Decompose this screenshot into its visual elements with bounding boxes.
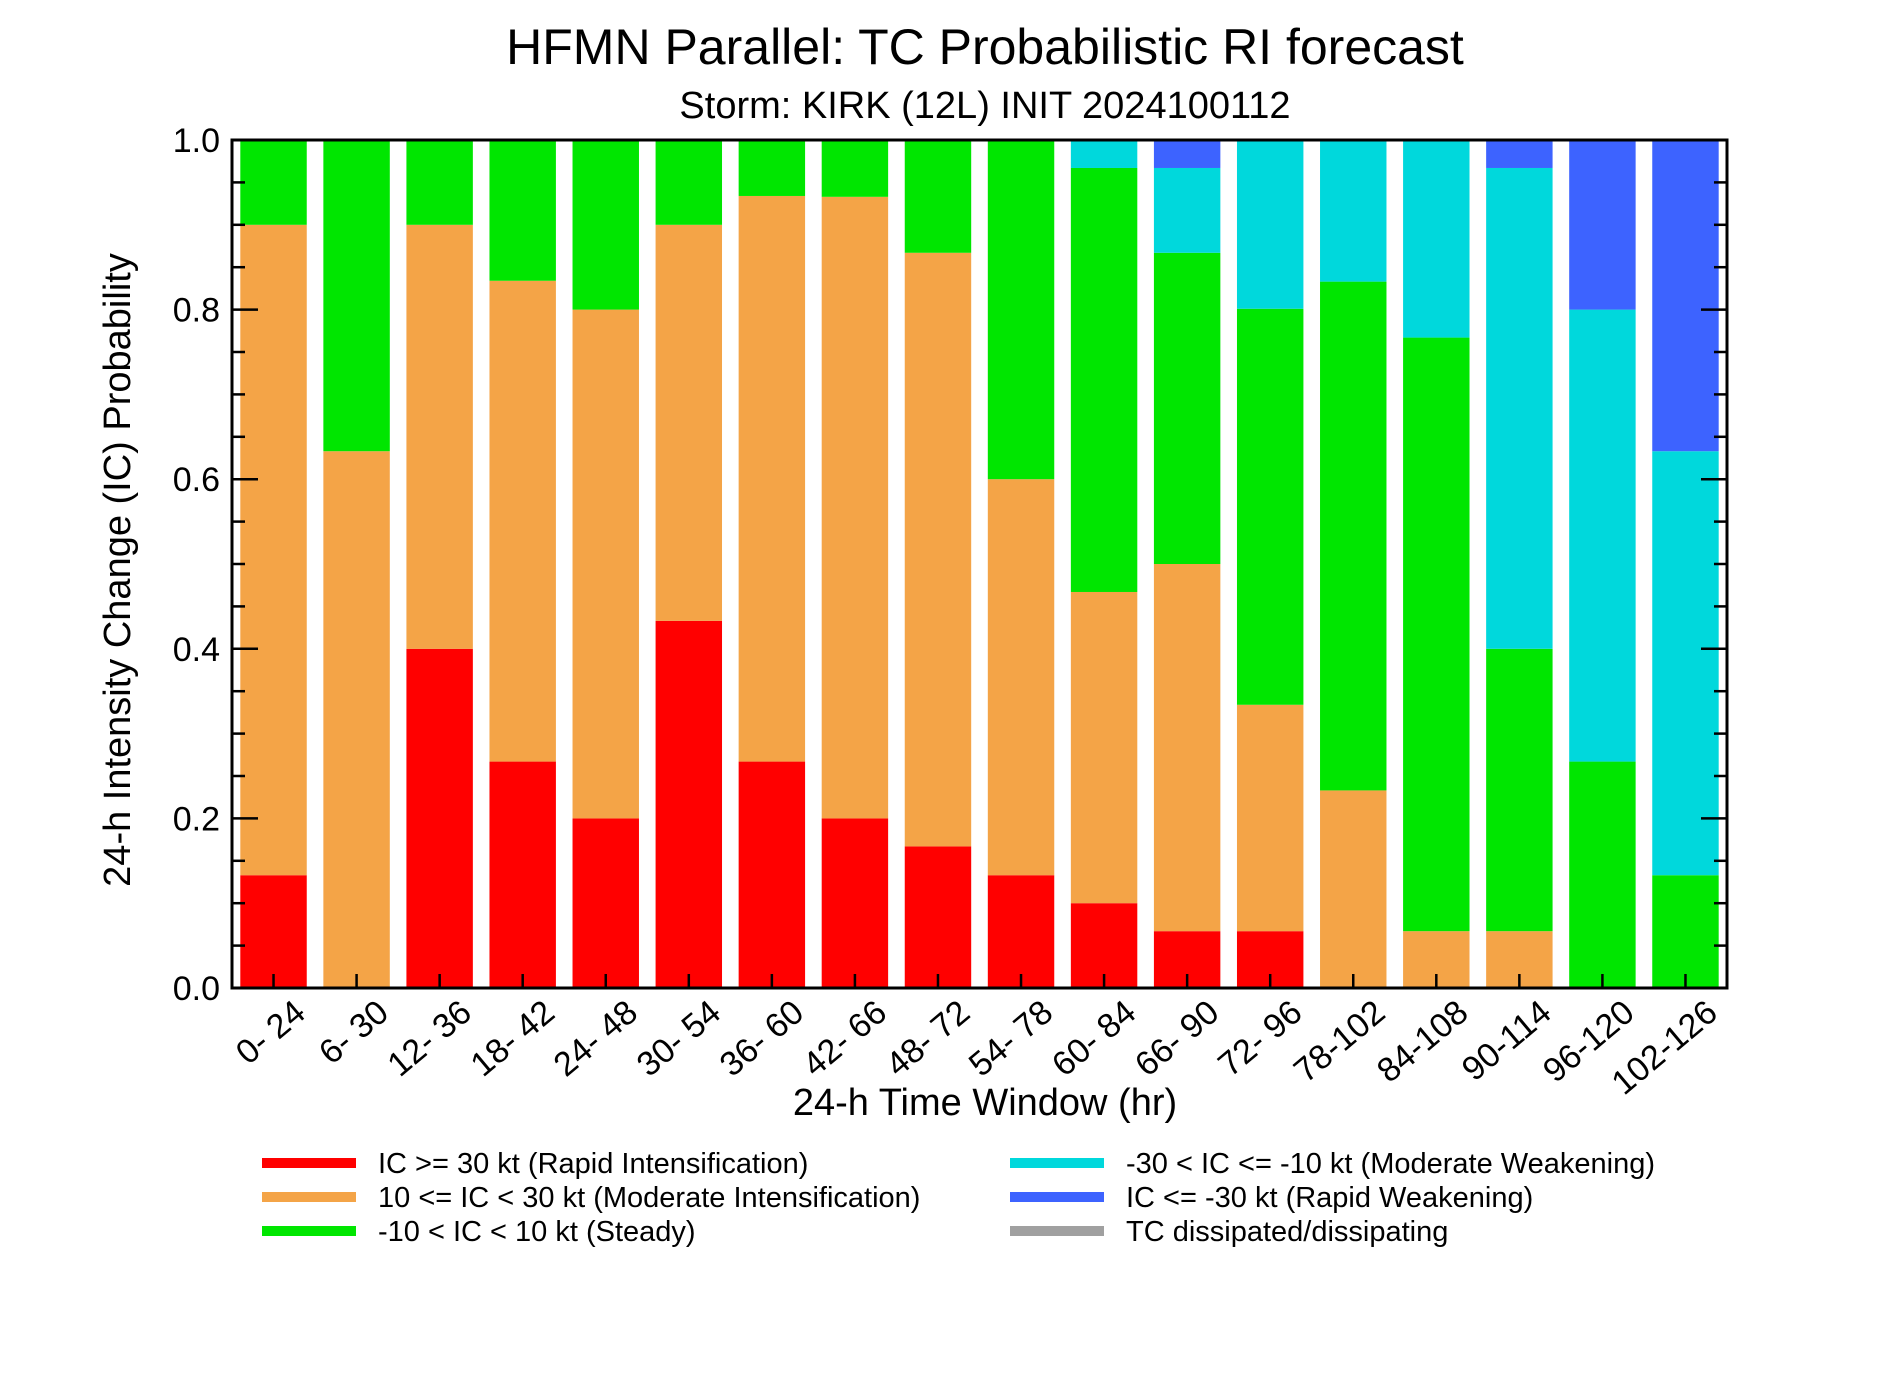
bar-segment-7-s1 xyxy=(821,196,889,819)
bar-segment-0-s2 xyxy=(240,140,307,225)
y-tick-label: 0.2 xyxy=(173,800,220,838)
x-tick-label: 30- 54 xyxy=(630,993,728,1084)
bar-segment-11-s3 xyxy=(1153,167,1221,253)
bar-segment-16-s4 xyxy=(1569,140,1636,310)
bar-segment-8-s2 xyxy=(904,140,972,253)
x-tick-label: 78-102 xyxy=(1287,993,1393,1090)
bar-segment-12-s1 xyxy=(1236,704,1304,932)
bar-segment-10-s0 xyxy=(1070,903,1138,988)
bar-segment-8-s0 xyxy=(904,846,972,988)
bar-segment-6-s0 xyxy=(738,761,806,988)
bar-segment-4-s2 xyxy=(572,140,639,310)
bars-group xyxy=(240,139,1719,989)
bar-segment-12-s2 xyxy=(1236,308,1304,705)
y-tick-label: 0.6 xyxy=(173,461,220,499)
legend-label-1: 10 <= IC < 30 kt (Moderate Intensificati… xyxy=(378,1182,920,1214)
y-axis-label: 24-h Intensity Change (IC) Probability xyxy=(97,253,139,887)
bar-segment-10-s3 xyxy=(1070,140,1138,168)
bar-segment-3-s0 xyxy=(489,761,556,988)
y-tick-label: 0.4 xyxy=(173,631,220,669)
y-tick-label: 1.0 xyxy=(173,122,220,160)
x-tick-label: 90-114 xyxy=(1455,993,1559,1089)
bar-segment-15-s2 xyxy=(1486,648,1553,932)
bar-segment-6-s1 xyxy=(738,195,806,762)
legend-label-0: IC >= 30 kt (Rapid Intensification) xyxy=(378,1148,808,1180)
bar-segment-13-s3 xyxy=(1320,140,1387,282)
legend-label-4: IC <= -30 kt (Rapid Weakening) xyxy=(1126,1182,1533,1214)
x-axis-label: 24-h Time Window (hr) xyxy=(793,1082,1177,1124)
bar-segment-5-s2 xyxy=(655,140,723,225)
chart-title: HFMN Parallel: TC Probabilistic RI forec… xyxy=(506,19,1464,75)
bar-segment-3-s2 xyxy=(489,139,556,281)
bar-segment-10-s1 xyxy=(1070,591,1138,904)
bar-segment-16-s3 xyxy=(1569,309,1636,762)
x-tick-label: 60- 84 xyxy=(1045,993,1143,1084)
legend-label-3: -30 < IC <= -10 kt (Moderate Weakening) xyxy=(1126,1148,1655,1180)
x-tick-label: 66- 90 xyxy=(1128,993,1226,1084)
bar-segment-3-s1 xyxy=(489,280,556,762)
x-tick-label: 48- 72 xyxy=(879,993,977,1084)
bar-segment-10-s2 xyxy=(1070,167,1138,592)
bar-segment-12-s3 xyxy=(1236,139,1304,309)
bar-segment-13-s2 xyxy=(1320,281,1387,791)
bar-segment-5-s1 xyxy=(655,224,723,621)
bar-segment-9-s1 xyxy=(987,479,1055,876)
legend-label-2: -10 < IC < 10 kt (Steady) xyxy=(378,1216,696,1248)
bar-segment-2-s0 xyxy=(406,648,473,988)
y-tick-label: 0.0 xyxy=(173,970,220,1008)
bar-segment-0-s0 xyxy=(240,875,307,988)
bar-segment-11-s1 xyxy=(1153,564,1221,932)
bar-segment-15-s4 xyxy=(1486,140,1553,168)
x-tick-label: 42- 66 xyxy=(796,993,894,1084)
bar-segment-5-s0 xyxy=(655,620,723,988)
bar-segment-17-s4 xyxy=(1652,140,1719,452)
bar-segment-7-s2 xyxy=(821,140,889,197)
x-tick-label: 36- 60 xyxy=(713,993,811,1084)
bar-segment-13-s1 xyxy=(1320,790,1387,988)
chart-subtitle: Storm: KIRK (12L) INIT 2024100112 xyxy=(679,85,1290,127)
x-tick-label: 18- 42 xyxy=(464,993,562,1084)
bar-segment-2-s2 xyxy=(406,140,473,225)
x-tick-label: 0- 24 xyxy=(229,993,313,1072)
x-tick-label: 6- 30 xyxy=(312,993,396,1072)
bar-segment-2-s1 xyxy=(406,224,473,649)
bar-segment-16-s2 xyxy=(1569,761,1636,988)
bar-segment-15-s3 xyxy=(1486,167,1553,649)
x-tick-label: 24- 48 xyxy=(547,993,645,1084)
legend: IC >= 30 kt (Rapid Intensification)10 <=… xyxy=(262,1148,1655,1248)
bar-segment-17-s3 xyxy=(1652,451,1719,876)
legend-label-5: TC dissipated/dissipating xyxy=(1126,1216,1448,1248)
bar-segment-9-s2 xyxy=(987,140,1055,480)
bar-segment-1-s1 xyxy=(323,451,390,989)
x-tick-label: 84-108 xyxy=(1370,993,1476,1090)
bar-segment-11-s2 xyxy=(1153,252,1221,564)
bar-segment-14-s2 xyxy=(1403,337,1470,932)
bar-segment-4-s1 xyxy=(572,309,639,819)
bar-segment-9-s0 xyxy=(987,875,1055,988)
x-tick-label: 12- 36 xyxy=(381,993,479,1084)
bar-segment-6-s2 xyxy=(738,139,806,196)
x-tick-label: 54- 78 xyxy=(962,993,1060,1084)
bar-segment-7-s0 xyxy=(821,818,889,988)
bar-segment-8-s1 xyxy=(904,252,972,847)
bar-segment-17-s2 xyxy=(1652,875,1719,988)
y-tick-label: 0.8 xyxy=(173,292,220,330)
bar-segment-1-s2 xyxy=(323,140,390,452)
bar-segment-11-s4 xyxy=(1153,140,1221,168)
bar-segment-14-s3 xyxy=(1403,140,1470,338)
bar-segment-0-s1 xyxy=(240,224,307,876)
bar-segment-4-s0 xyxy=(572,818,639,988)
ticks-group: 0.0 0.2 0.4 0.6 0.8 1.0 xyxy=(173,122,1727,1008)
